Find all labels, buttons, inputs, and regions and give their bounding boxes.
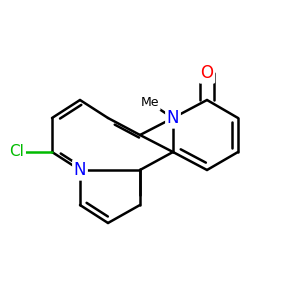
Text: N: N xyxy=(167,109,179,127)
Text: N: N xyxy=(74,161,86,179)
Text: O: O xyxy=(200,64,214,82)
Text: Cl: Cl xyxy=(10,145,24,160)
Text: Me: Me xyxy=(141,97,159,110)
